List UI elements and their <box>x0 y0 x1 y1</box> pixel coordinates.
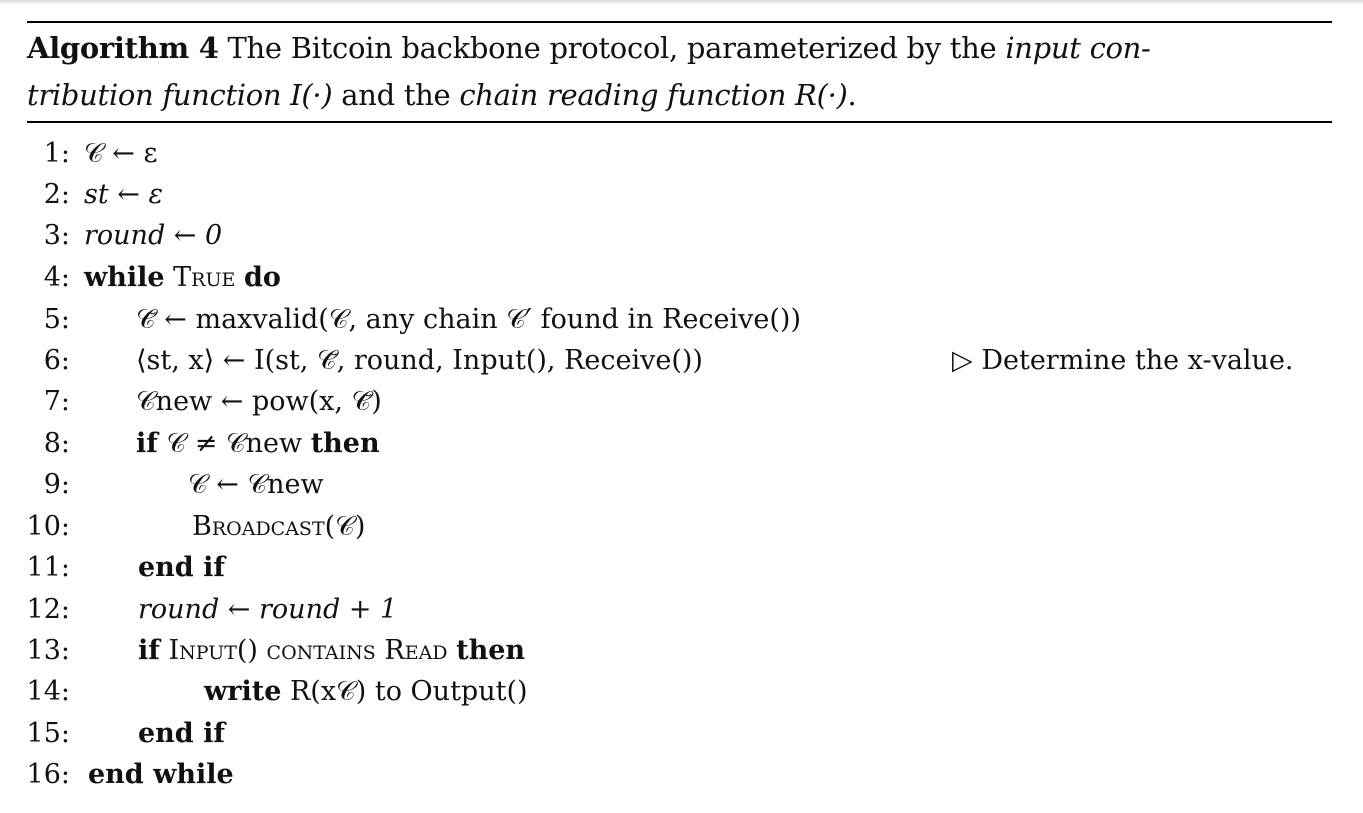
page-top-shadow <box>0 0 1363 5</box>
keyword: if <box>136 428 158 459</box>
line-number: 8: <box>43 428 70 459</box>
keyword: if <box>138 635 160 666</box>
line-code: Broadcast(𝒞) <box>192 511 366 542</box>
algo-line: 15: end if <box>0 718 1363 759</box>
line-number: 13: <box>26 635 70 666</box>
line-code: round ← 0 <box>84 220 223 251</box>
caption-line-2: tribution function I(·) and the chain re… <box>27 72 1337 119</box>
caption-rule <box>27 121 1332 123</box>
caption-italic-2: tribution function I(·) <box>27 78 333 112</box>
keyword: end if <box>138 718 225 749</box>
algo-line: 9: 𝒞 ← 𝒞new <box>0 469 1363 510</box>
line-code: st ← ε <box>84 179 163 210</box>
keyword: do <box>243 262 281 293</box>
algo-line: 11: end if <box>0 552 1363 593</box>
line-number: 1: <box>43 138 70 169</box>
line-number: 10: <box>26 511 70 542</box>
caption-label: Algorithm 4 <box>27 31 219 65</box>
algo-line: 4: while True do <box>0 262 1363 303</box>
caption-period: . <box>847 78 857 112</box>
keyword: end while <box>88 759 234 790</box>
line-number: 14: <box>26 676 70 707</box>
line-number: 7: <box>43 386 70 417</box>
line-code: if 𝒞 ≠ 𝒞new then <box>136 428 380 460</box>
line-number: 11: <box>26 552 70 583</box>
line-number: 16: <box>26 759 70 790</box>
line-number: 15: <box>26 718 70 749</box>
algo-line: 2: st ← ε <box>0 179 1363 220</box>
algo-line: 1: 𝒞 ← ε <box>0 138 1363 179</box>
caption-italic-3: chain reading function R(·) <box>459 78 848 112</box>
line-code: 𝒞new ← pow(x, 𝒞̃) <box>136 386 382 417</box>
top-rule <box>27 21 1332 23</box>
condition: 𝒞 ≠ 𝒞new <box>166 428 303 459</box>
keyword: write <box>204 676 282 707</box>
algo-line: 3: round ← 0 <box>0 220 1363 261</box>
line-code: 𝒞 ← ε <box>84 138 158 169</box>
algo-line: 10: Broadcast(𝒞) <box>0 511 1363 552</box>
line-number: 12: <box>26 594 70 625</box>
algo-line: 13: if Input() contains Read then <box>0 635 1363 676</box>
caption-text-1: The Bitcoin backbone protocol, parameter… <box>227 31 997 65</box>
line-number: 3: <box>43 220 70 251</box>
algo-line: 16: end while <box>0 759 1363 800</box>
line-code: ⟨st, x⟩ ← I(st, 𝒞̃, round, Input(), Rece… <box>136 345 703 376</box>
line-number: 5: <box>43 304 70 335</box>
line-number: 9: <box>43 469 70 500</box>
keyword: end if <box>138 552 225 583</box>
line-code: round ← round + 1 <box>138 594 398 625</box>
line-code: while True do <box>84 262 281 293</box>
line-comment: ▷ Determine the x-value. <box>952 345 1294 376</box>
constant: True <box>173 262 236 293</box>
line-number: 6: <box>43 345 70 376</box>
algo-line: 6: ⟨st, x⟩ ← I(st, 𝒞̃, round, Input(), R… <box>0 345 1363 386</box>
line-number: 2: <box>43 179 70 210</box>
algo-line: 7: 𝒞new ← pow(x, 𝒞̃) <box>0 386 1363 427</box>
algorithm-caption: Algorithm 4 The Bitcoin backbone protoco… <box>27 25 1337 119</box>
line-code: 𝒞̃ ← maxvalid(𝒞, any chain 𝒞′ found in R… <box>136 304 801 335</box>
line-number: 4: <box>43 262 70 293</box>
caption-text-2: and the <box>341 78 451 112</box>
keyword: while <box>84 262 165 293</box>
algo-line: 8: if 𝒞 ≠ 𝒞new then <box>0 428 1363 469</box>
algo-line: 12: round ← round + 1 <box>0 594 1363 635</box>
caption-line-1: Algorithm 4 The Bitcoin backbone protoco… <box>27 25 1337 72</box>
line-code: if Input() contains Read then <box>138 635 525 666</box>
algo-line: 14: write R(x𝒞) to Output() <box>0 676 1363 717</box>
line-code: write R(x𝒞) to Output() <box>204 676 528 708</box>
statement: R(x𝒞) to Output() <box>289 676 528 707</box>
keyword: then <box>456 635 526 666</box>
condition: Input() contains Read <box>168 635 448 666</box>
line-code: 𝒞 ← 𝒞new <box>188 469 324 500</box>
algo-line: 5: 𝒞̃ ← maxvalid(𝒞, any chain 𝒞′ found i… <box>0 304 1363 345</box>
caption-italic-1: input con- <box>1005 31 1151 65</box>
keyword: then <box>310 428 380 459</box>
